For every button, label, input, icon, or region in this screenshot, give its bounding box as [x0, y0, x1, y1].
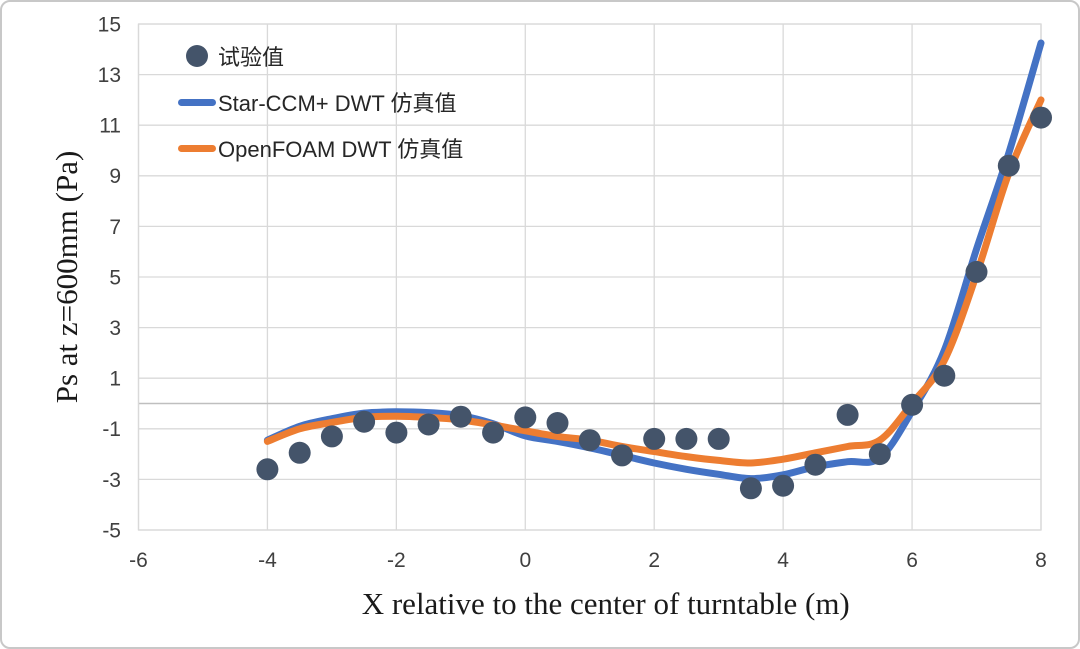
- x-tick-label: 8: [1035, 549, 1047, 572]
- scatter-point: [578, 429, 601, 452]
- y-tick-label: 5: [109, 266, 121, 289]
- legend-label-starccm: Star-CCM+ DWT 仿真值: [218, 91, 457, 116]
- x-tick-label: -4: [258, 549, 277, 572]
- scatter-point: [933, 364, 956, 387]
- legend-item-openfoam: OpenFOAM DWT 仿真值: [178, 125, 463, 171]
- x-tick-label: 6: [906, 549, 918, 572]
- legend-label-openfoam: OpenFOAM DWT 仿真值: [218, 137, 464, 162]
- legend-item-experiment: 试验值: [178, 33, 463, 79]
- y-tick-label: 15: [98, 13, 121, 36]
- y-tick-label: 9: [109, 165, 121, 188]
- x-tick-label: 4: [777, 549, 789, 572]
- legend: 试验值 Star-CCM+ DWT 仿真值 OpenFOAM DWT 仿真值: [178, 33, 463, 171]
- scatter-point: [514, 406, 537, 429]
- scatter-point: [449, 405, 472, 428]
- series-line-openfoam: [263, 96, 1045, 467]
- scatter-point: [772, 474, 795, 497]
- legend-swatch-box: [178, 45, 216, 67]
- scatter-marker-icon: [186, 45, 208, 67]
- legend-swatch-box: [178, 98, 216, 106]
- scatter-point: [320, 425, 343, 448]
- scatter-point: [288, 441, 311, 464]
- legend-item-starccm: Star-CCM+ DWT 仿真值: [178, 79, 463, 125]
- y-tick-label: 7: [109, 216, 121, 239]
- scatter-point: [836, 403, 859, 426]
- x-tick-label: -6: [129, 549, 148, 572]
- x-axis-title: X relative to the center of turntable (m…: [362, 586, 850, 621]
- y-axis-title: Ps at z=600mm (Pa): [49, 151, 84, 404]
- series-line-starccm: [263, 39, 1045, 483]
- y-tick-label: 11: [99, 115, 121, 138]
- scatter-point: [611, 444, 633, 467]
- y-tick-label: -5: [102, 519, 121, 542]
- scatter-point: [707, 427, 730, 450]
- scatter-point: [804, 453, 827, 476]
- blue-line-swatch-icon: [178, 98, 216, 106]
- scatter-point: [256, 458, 279, 481]
- scatter-point: [965, 260, 988, 283]
- y-tick-label: -1: [102, 418, 121, 441]
- scatter-point: [901, 393, 924, 416]
- x-tick-label: -2: [387, 549, 406, 572]
- scatter-point: [868, 443, 891, 466]
- y-tick-label: 3: [109, 317, 121, 340]
- y-tick-label: -3: [102, 469, 121, 492]
- y-tick-label: 1: [109, 368, 121, 391]
- plot-border: [137, 23, 1042, 531]
- scatter-point: [997, 154, 1020, 177]
- orange-line-swatch-icon: [178, 144, 216, 152]
- legend-swatch-box: [178, 144, 216, 152]
- scatter-point: [482, 421, 505, 444]
- x-tick-label: 0: [519, 549, 531, 572]
- scatter-point: [353, 410, 376, 433]
- scatter-point: [643, 427, 666, 450]
- scatter-point: [675, 427, 698, 450]
- scatter-point: [385, 421, 408, 444]
- scatter-point: [546, 412, 569, 434]
- scatter-point: [417, 413, 440, 436]
- y-tick-label: 13: [98, 64, 121, 87]
- scatter-point: [739, 477, 762, 500]
- scatter-point: [1030, 106, 1052, 129]
- legend-label-experiment: 试验值: [218, 45, 285, 70]
- x-tick-label: 2: [648, 549, 660, 572]
